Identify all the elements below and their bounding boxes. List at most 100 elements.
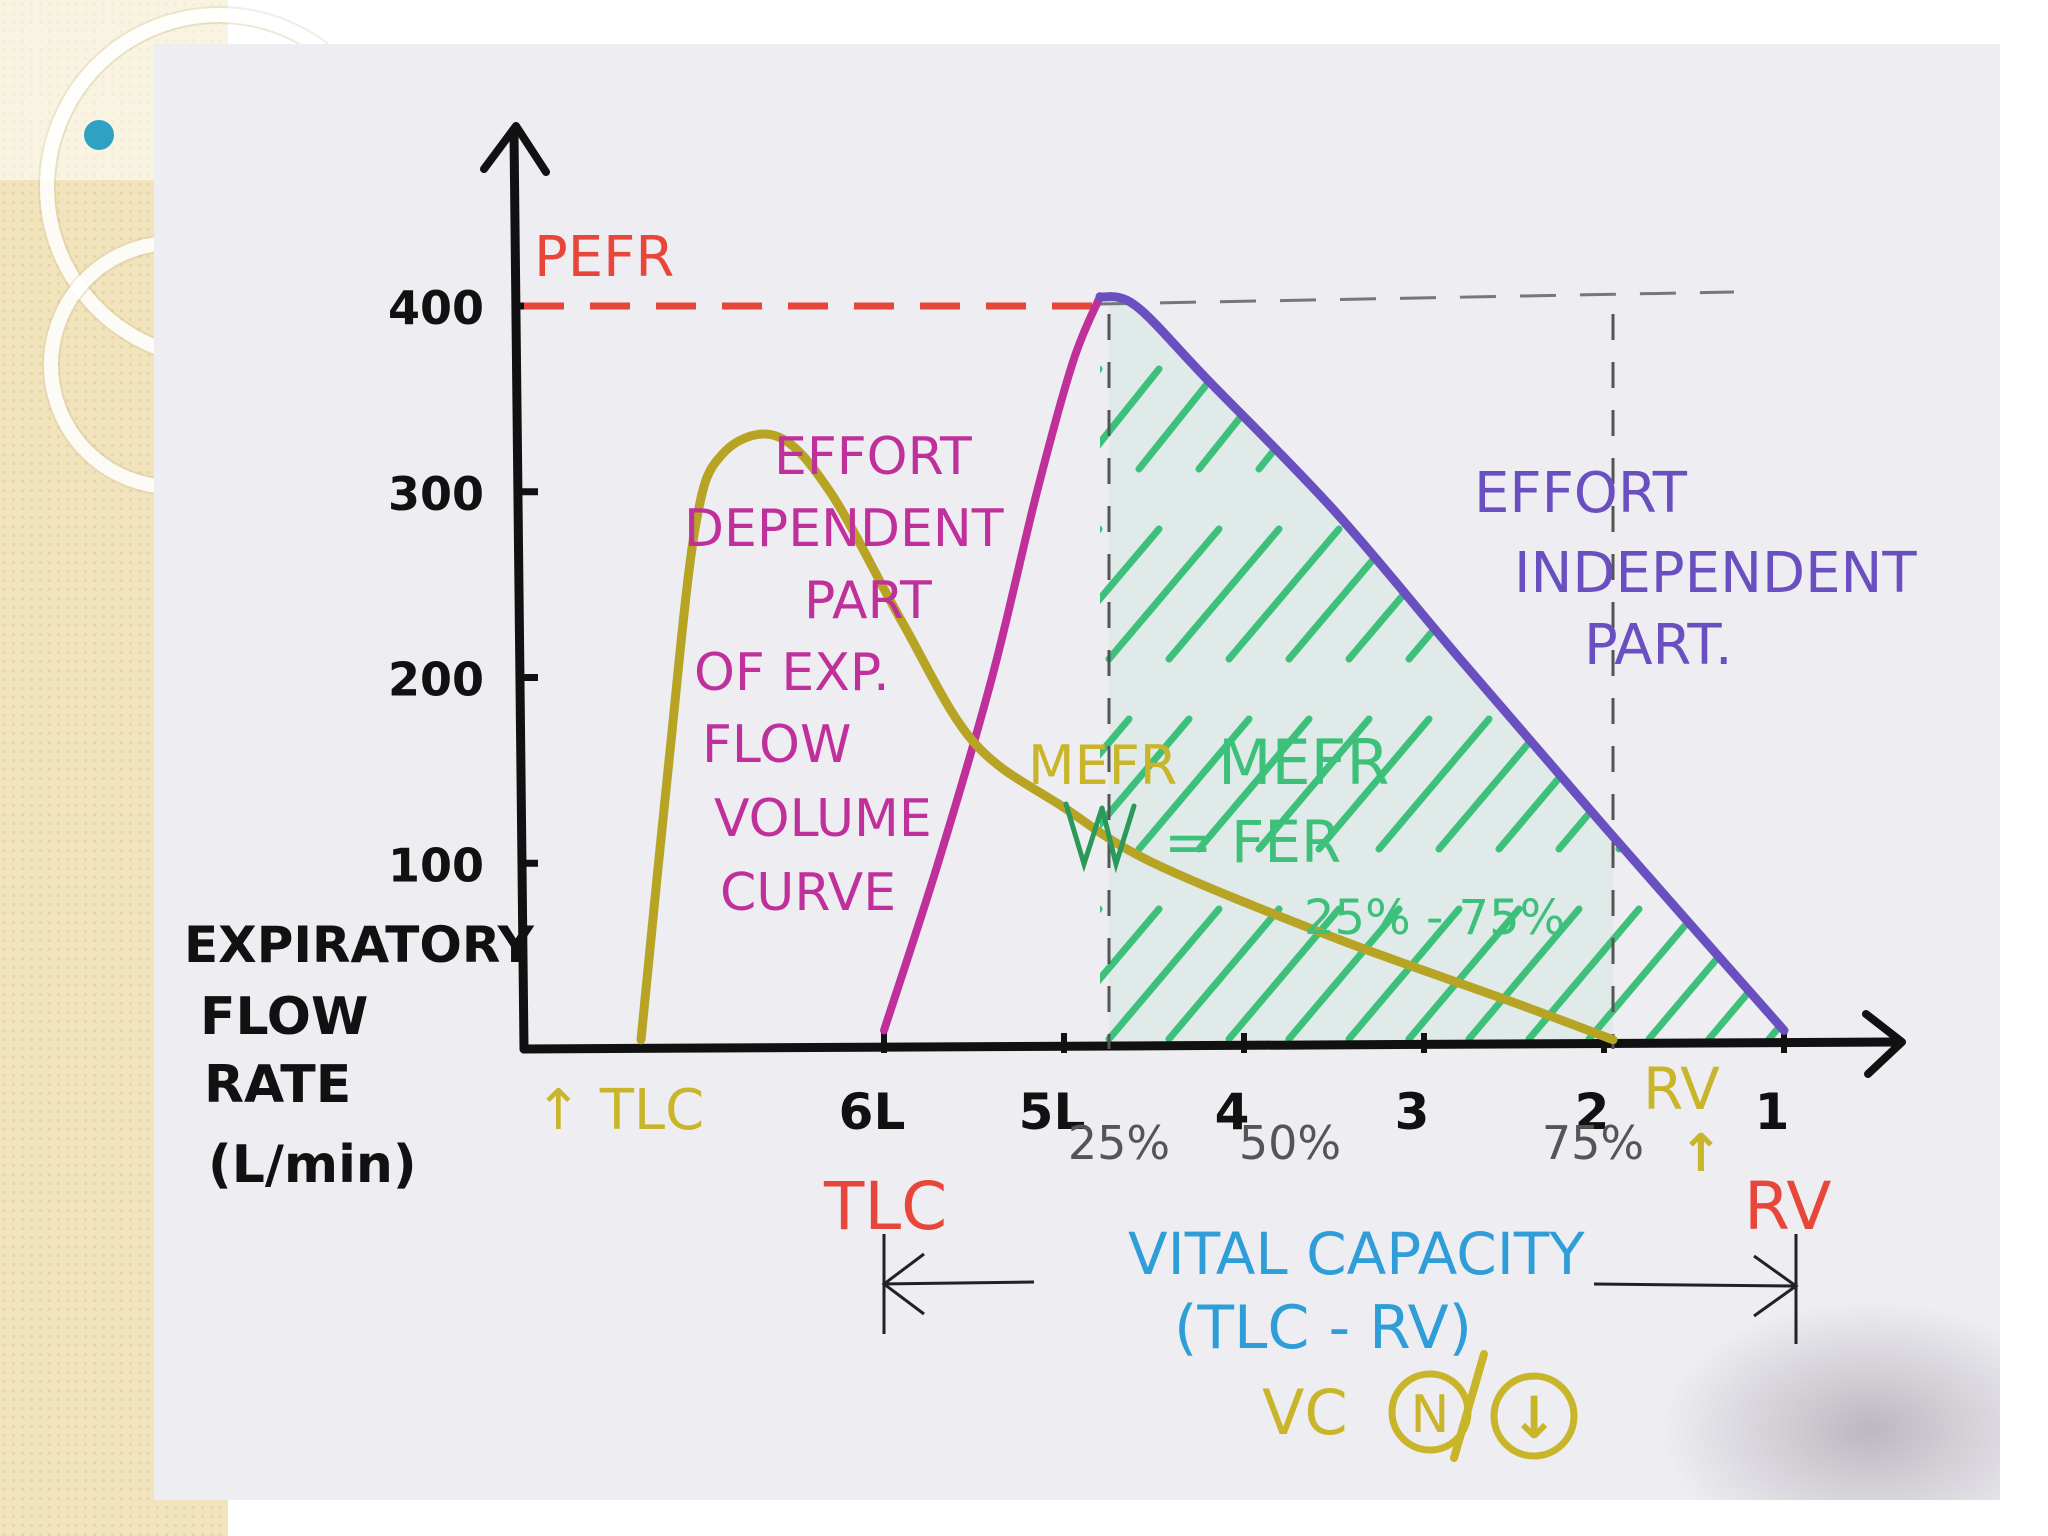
y-tick-label: 400 <box>388 281 484 335</box>
effort-dependent-label-line: PART <box>804 571 932 631</box>
vc-bracket-left-line <box>883 1280 1035 1286</box>
hatch-stroke <box>1405 525 1523 663</box>
y-axis-label-line: RATE <box>204 1055 351 1115</box>
pefr-extension-line <box>1099 290 1735 306</box>
hatch-stroke <box>1135 365 1223 473</box>
effort-independent-label-line: EFFORT <box>1474 461 1688 526</box>
mefr-right-label-line: MEFR <box>1218 726 1389 799</box>
hatch-stroke <box>1889 909 1999 1039</box>
effort-dependent-label-line: DEPENDENT <box>684 499 1004 559</box>
hatch-stroke <box>1405 905 1523 1043</box>
hatch-stroke <box>1100 365 1163 473</box>
vc-bracket-right-line <box>1593 1282 1797 1288</box>
normal-curve-rising <box>880 292 1104 1035</box>
hatch-stroke <box>929 909 1039 1039</box>
mefr-right-label-line: = FER <box>1164 808 1341 876</box>
x-tick-label: 6L <box>839 1083 906 1141</box>
hatch-stroke <box>1345 905 1463 1043</box>
hatch-stroke <box>1555 365 1643 473</box>
hatch-stroke <box>1255 715 1373 853</box>
mefr-right-label-line: 25% - 75% <box>1304 890 1565 946</box>
vc-slash <box>1450 1350 1488 1462</box>
hatch-stroke <box>1225 525 1343 663</box>
effort-independent-label-line: PART. <box>1584 613 1733 678</box>
hatch-stroke <box>1615 365 1703 473</box>
hatch-stroke <box>1919 719 2000 849</box>
tlc-marker-label: TLC <box>823 1168 947 1245</box>
percent-mark-label: 25% <box>1068 1116 1170 1170</box>
vc-decrease-circle <box>1490 1372 1578 1460</box>
vc-label: VC <box>1262 1376 1348 1449</box>
hatch-stroke <box>1735 715 1784 853</box>
effort-dependent-label-line: OF EXP. <box>694 643 890 703</box>
hatch-stroke <box>1949 529 2000 659</box>
hatch-stroke <box>1100 715 1193 853</box>
hatch-stroke <box>1615 715 1733 853</box>
hatch-stroke <box>1585 905 1703 1043</box>
effort-dependent-label-line: CURVE <box>720 863 896 923</box>
bullet-dot <box>84 120 114 150</box>
hatch-stroke <box>1105 525 1223 663</box>
y-tick-label: 200 <box>388 653 484 707</box>
y-axis-label-line: FLOW <box>200 987 368 1047</box>
hatch-stroke <box>1859 719 1969 849</box>
hatch-stroke <box>1100 905 1103 1043</box>
hatch-stroke <box>1100 715 1133 853</box>
hatch-stroke <box>1285 905 1403 1043</box>
x-axis-line <box>519 1037 1899 1054</box>
x-axis-arrowhead <box>1862 1010 1906 1078</box>
hatch-stroke <box>1165 525 1283 663</box>
effort-dependent-label-line: FLOW <box>702 715 851 775</box>
effort-independent-label-line: INDEPENDENT <box>1514 541 1917 606</box>
percent-mark-label: 75% <box>1542 1116 1644 1170</box>
hatch-stroke <box>1465 905 1583 1043</box>
effort-dependent-label-line: VOLUME <box>714 789 932 849</box>
hatch-stroke <box>1375 365 1463 473</box>
normal-curve-falling <box>1095 292 1789 1035</box>
y-tick-label: 300 <box>388 467 484 521</box>
vc-bracket-left-arrowhead <box>881 1252 925 1316</box>
x-tick-label: 3 <box>1395 1083 1430 1141</box>
vc-decrease-arrow: ↓ <box>1510 1384 1559 1452</box>
hatch-stroke <box>1555 715 1673 853</box>
x-tick-label: 1 <box>1755 1083 1790 1141</box>
tlc-marker-label: ↑ TLC <box>535 1078 704 1143</box>
hatch-stroke <box>1859 369 1939 469</box>
hatch-stroke <box>1829 909 1939 1039</box>
pefr-label: PEFR <box>534 225 674 290</box>
hatch-stroke <box>1135 715 1253 853</box>
effort-dependent-curve <box>636 429 1618 1045</box>
hatch-stroke <box>1949 909 2000 1039</box>
hatch-stroke <box>1105 905 1223 1043</box>
hatch-stroke <box>1645 905 1763 1043</box>
hatch-stroke <box>1100 525 1163 663</box>
rv-marker-label: RV <box>1744 1168 1831 1245</box>
hatch-stroke <box>1100 905 1163 1043</box>
hatch-stroke <box>1919 369 1999 469</box>
hatch-stroke <box>1255 365 1343 473</box>
y-tick-label: 100 <box>388 838 484 892</box>
axes <box>480 122 1906 1344</box>
vital-capacity-label-line: (TLC - RV) <box>1174 1293 1472 1363</box>
x-tick-label: 4 <box>1215 1083 1250 1141</box>
percent-mark-label: 50% <box>1239 1116 1341 1170</box>
hatch-stroke <box>1765 905 1784 1043</box>
y-axis-line <box>509 129 529 1054</box>
vc-normal-letter: N <box>1411 1385 1450 1445</box>
mefr-double-arrow <box>1063 801 1137 874</box>
labels: 400 300 200 100 EXPIRATORY FLOW RATE (L/min) 6L 5… <box>184 225 1917 1462</box>
rv-marker-label: RV <box>1643 1055 1720 1123</box>
hatch-stroke <box>1375 715 1493 853</box>
effort-dependent-label-line: EFFORT <box>774 427 972 487</box>
hatch-stroke <box>1315 715 1433 853</box>
hatch-stroke <box>1979 719 2000 849</box>
hatch-stroke <box>1675 365 1763 473</box>
hatch-stroke <box>1705 905 1784 1043</box>
y-axis-label-line: (L/min) <box>208 1135 417 1195</box>
hatch-stroke <box>1315 365 1403 473</box>
hatch-stroke <box>1799 719 1909 849</box>
hatch-stroke <box>1435 365 1523 473</box>
hatch-stroke <box>1165 905 1283 1043</box>
hatch-stroke <box>1675 715 1784 853</box>
